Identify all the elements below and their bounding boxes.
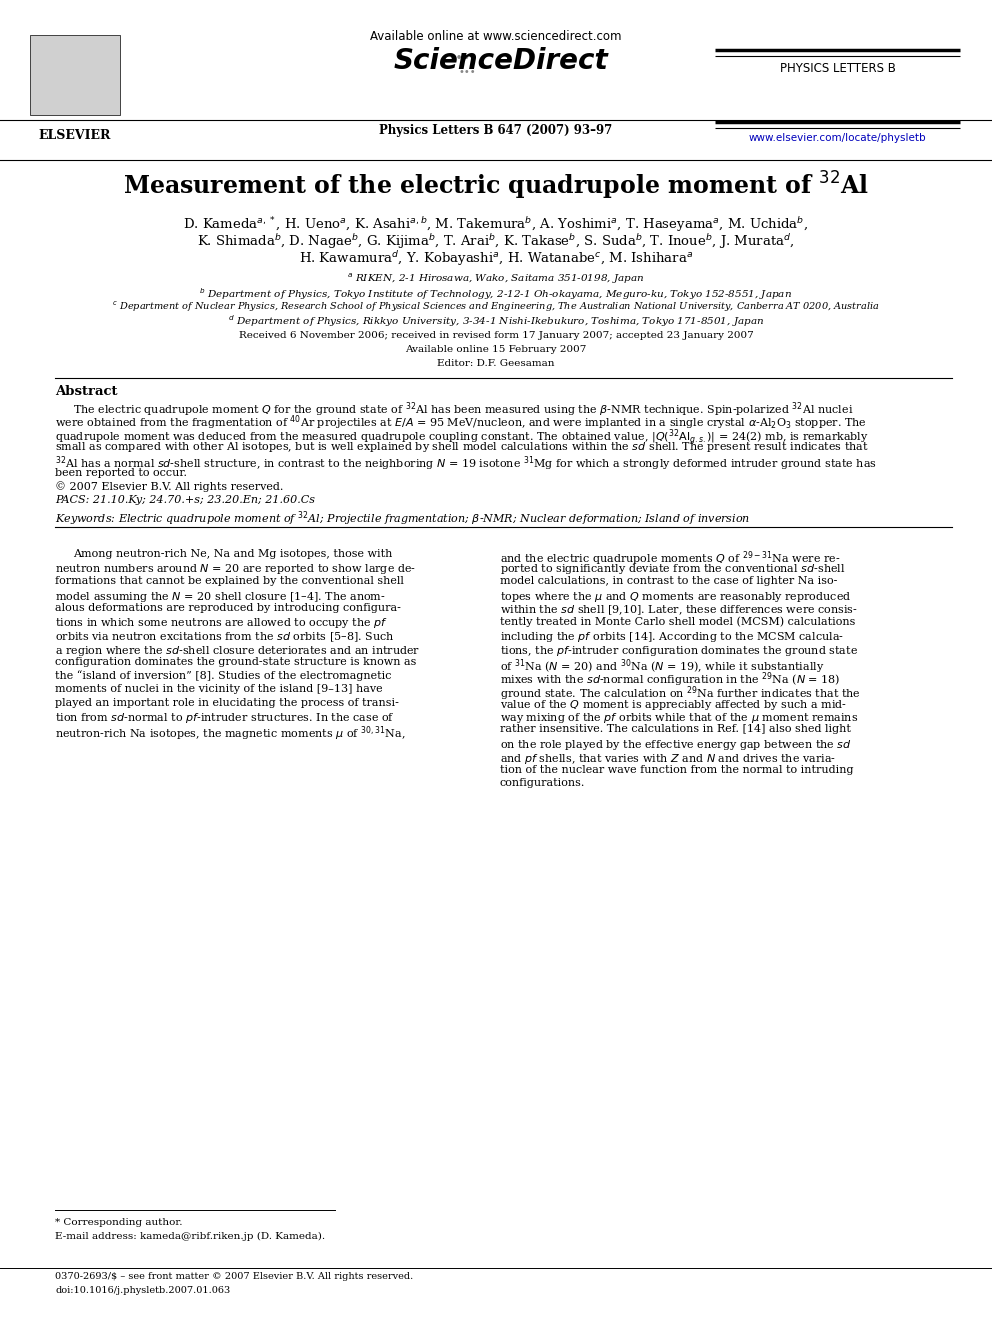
Text: PHYSICS LETTERS B: PHYSICS LETTERS B: [780, 62, 896, 75]
Text: $^{c}$ Department of Nuclear Physics, Research School of Physical Sciences and E: $^{c}$ Department of Nuclear Physics, Re…: [112, 300, 880, 315]
Text: www.elsevier.com/locate/physletb: www.elsevier.com/locate/physletb: [749, 134, 927, 143]
Text: played an important role in elucidating the process of transi-: played an important role in elucidating …: [55, 697, 399, 708]
Text: D. Kameda$^{a,*}$, H. Ueno$^{a}$, K. Asahi$^{a,b}$, M. Takemura$^{b}$, A. Yoshim: D. Kameda$^{a,*}$, H. Ueno$^{a}$, K. Asa…: [184, 216, 808, 234]
Text: tently treated in Monte Carlo shell model (MCSM) calculations: tently treated in Monte Carlo shell mode…: [500, 617, 855, 627]
Text: alous deformations are reproduced by introducing configura-: alous deformations are reproduced by int…: [55, 603, 401, 613]
Text: Among neutron-rich Ne, Na and Mg isotopes, those with: Among neutron-rich Ne, Na and Mg isotope…: [73, 549, 393, 560]
Text: on the role played by the effective energy gap between the $sd$: on the role played by the effective ener…: [500, 738, 852, 751]
Text: E-mail address: kameda@ribf.riken.jp (D. Kameda).: E-mail address: kameda@ribf.riken.jp (D.…: [55, 1232, 325, 1241]
Text: mixes with the $sd$-normal configuration in the $^{29}$Na ($N$ = 18): mixes with the $sd$-normal configuration…: [500, 671, 840, 689]
Text: Keywords: Electric quadrupole moment of $^{32}$Al; Projectile fragmentation; $\b: Keywords: Electric quadrupole moment of …: [55, 509, 750, 528]
Text: configurations.: configurations.: [500, 778, 585, 789]
Text: including the $pf$ orbits [14]. According to the MCSM calcula-: including the $pf$ orbits [14]. Accordin…: [500, 630, 844, 644]
Text: •••: •••: [458, 67, 476, 77]
Text: Abstract: Abstract: [55, 385, 117, 398]
Text: $^{32}$Al has a normal $sd$-shell structure, in contrast to the neighboring $N$ : $^{32}$Al has a normal $sd$-shell struct…: [55, 454, 877, 472]
Text: Measurement of the electric quadrupole moment of $^{32}$Al: Measurement of the electric quadrupole m…: [123, 169, 869, 202]
Text: Editor: D.F. Geesaman: Editor: D.F. Geesaman: [437, 359, 555, 368]
Text: rather insensitive. The calculations in Ref. [14] also shed light: rather insensitive. The calculations in …: [500, 725, 851, 734]
Text: model assuming the $N$ = 20 shell closure [1–4]. The anom-: model assuming the $N$ = 20 shell closur…: [55, 590, 386, 603]
Bar: [30, 34, 120, 115]
Text: tions, the $pf$-intruder configuration dominates the ground state: tions, the $pf$-intruder configuration d…: [500, 643, 858, 658]
Text: the “island of inversion” [8]. Studies of the electromagnetic: the “island of inversion” [8]. Studies o…: [55, 671, 392, 681]
Text: Available online 15 February 2007: Available online 15 February 2007: [406, 345, 586, 355]
Text: ground state. The calculation on $^{29}$Na further indicates that the: ground state. The calculation on $^{29}$…: [500, 684, 861, 703]
Text: $^{d}$ Department of Physics, Rikkyo University, 3-34-1 Nishi-Ikebukuro, Toshima: $^{d}$ Department of Physics, Rikkyo Uni…: [228, 314, 764, 329]
Text: model calculations, in contrast to the case of lighter Na iso-: model calculations, in contrast to the c…: [500, 576, 837, 586]
Text: value of the $Q$ moment is appreciably affected by such a mid-: value of the $Q$ moment is appreciably a…: [500, 697, 847, 712]
Text: Received 6 November 2006; received in revised form 17 January 2007; accepted 23 : Received 6 November 2006; received in re…: [239, 331, 753, 340]
Text: a region where the $sd$-shell closure deteriorates and an intruder: a region where the $sd$-shell closure de…: [55, 643, 421, 658]
Text: quadrupole moment was deduced from the measured quadrupole coupling constant. Th: quadrupole moment was deduced from the m…: [55, 427, 869, 448]
Text: within the $sd$ shell [9,10]. Later, these differences were consis-: within the $sd$ shell [9,10]. Later, the…: [500, 603, 858, 617]
Text: doi:10.1016/j.physletb.2007.01.063: doi:10.1016/j.physletb.2007.01.063: [55, 1286, 230, 1295]
Text: been reported to occur.: been reported to occur.: [55, 467, 187, 478]
Text: moments of nuclei in the vicinity of the island [9–13] have: moments of nuclei in the vicinity of the…: [55, 684, 383, 695]
Text: Available online at www.sciencedirect.com: Available online at www.sciencedirect.co…: [370, 30, 622, 44]
Text: were obtained from the fragmentation of $^{40}$Ar projectiles at $E/A$ = 95 MeV/: were obtained from the fragmentation of …: [55, 414, 867, 433]
Text: and $pf$ shells, that varies with $Z$ and $N$ and drives the varia-: and $pf$ shells, that varies with $Z$ an…: [500, 751, 836, 766]
Text: $^{a}$ RIKEN, 2-1 Hirosawa, Wako, Saitama 351-0198, Japan: $^{a}$ RIKEN, 2-1 Hirosawa, Wako, Saitam…: [347, 273, 645, 286]
Text: ELSEVIER: ELSEVIER: [39, 130, 111, 142]
Text: The electric quadrupole moment $Q$ for the ground state of $^{32}$Al has been me: The electric quadrupole moment $Q$ for t…: [73, 400, 853, 418]
Text: topes where the $\mu$ and $Q$ moments are reasonably reproduced: topes where the $\mu$ and $Q$ moments ar…: [500, 590, 851, 603]
Text: of $^{31}$Na ($N$ = 20) and $^{30}$Na ($N$ = 19), while it substantially: of $^{31}$Na ($N$ = 20) and $^{30}$Na ($…: [500, 658, 824, 676]
Text: ported to significantly deviate from the conventional $sd$-shell: ported to significantly deviate from the…: [500, 562, 845, 577]
Text: tion of the nuclear wave function from the normal to intruding: tion of the nuclear wave function from t…: [500, 765, 853, 775]
Text: tion from $sd$-normal to $pf$-intruder structures. In the case of: tion from $sd$-normal to $pf$-intruder s…: [55, 710, 395, 725]
Text: configuration dominates the ground-state structure is known as: configuration dominates the ground-state…: [55, 658, 417, 667]
Text: H. Kawamura$^{d}$, Y. Kobayashi$^{a}$, H. Watanabe$^{c}$, M. Ishihara$^{a}$: H. Kawamura$^{d}$, Y. Kobayashi$^{a}$, H…: [299, 249, 693, 267]
Text: K. Shimada$^{b}$, D. Nagae$^{b}$, G. Kijima$^{b}$, T. Arai$^{b}$, K. Takase$^{b}: K. Shimada$^{b}$, D. Nagae$^{b}$, G. Kij…: [197, 232, 795, 251]
Text: way mixing of the $pf$ orbits while that of the $\mu$ moment remains: way mixing of the $pf$ orbits while that…: [500, 710, 858, 725]
Text: ScienceDirect: ScienceDirect: [394, 48, 608, 75]
Text: small as compared with other Al isotopes, but is well explained by shell model c: small as compared with other Al isotopes…: [55, 441, 869, 455]
Text: 0370-2693/$ – see front matter © 2007 Elsevier B.V. All rights reserved.: 0370-2693/$ – see front matter © 2007 El…: [55, 1271, 414, 1281]
Text: neutron numbers around $N$ = 20 are reported to show large de-: neutron numbers around $N$ = 20 are repo…: [55, 562, 417, 577]
Text: PACS: 21.10.Ky; 24.70.+s; 23.20.En; 21.60.Cs: PACS: 21.10.Ky; 24.70.+s; 23.20.En; 21.6…: [55, 495, 315, 505]
Text: * Corresponding author.: * Corresponding author.: [55, 1218, 183, 1226]
Text: neutron-rich Na isotopes, the magnetic moments $\mu$ of $^{30,31}$Na,: neutron-rich Na isotopes, the magnetic m…: [55, 725, 406, 744]
Text: orbits via neutron excitations from the $sd$ orbits [5–8]. Such: orbits via neutron excitations from the …: [55, 630, 395, 643]
Text: ••••: ••••: [448, 52, 478, 65]
Text: $^{b}$ Department of Physics, Tokyo Institute of Technology, 2-12-1 Oh-okayama, : $^{b}$ Department of Physics, Tokyo Inst…: [199, 286, 793, 302]
Text: and the electric quadrupole moments $Q$ of $^{29-31}$Na were re-: and the electric quadrupole moments $Q$ …: [500, 549, 840, 568]
Text: tions in which some neutrons are allowed to occupy the $pf$: tions in which some neutrons are allowed…: [55, 617, 388, 631]
Text: © 2007 Elsevier B.V. All rights reserved.: © 2007 Elsevier B.V. All rights reserved…: [55, 482, 284, 492]
Text: Physics Letters B 647 (2007) 93–97: Physics Letters B 647 (2007) 93–97: [379, 124, 613, 138]
Text: formations that cannot be explained by the conventional shell: formations that cannot be explained by t…: [55, 576, 404, 586]
